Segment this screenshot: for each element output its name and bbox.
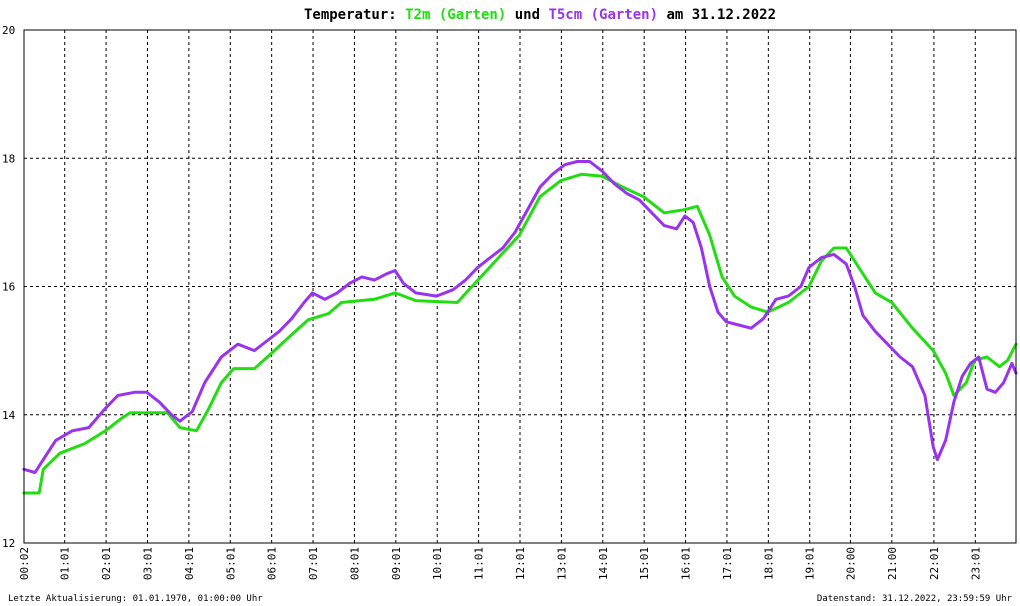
x-tick-label: 10:01 [431,547,444,580]
x-tick-label: 20:00 [844,547,857,580]
x-tick-label: 04:01 [183,547,196,580]
x-tick-label: 17:01 [721,547,734,580]
series-line-2 [22,160,1018,474]
x-tick-label: 07:01 [307,547,320,580]
x-tick-label: 16:01 [680,547,693,580]
footer-left: Letzte Aktualisierung: 01.01.1970, 01:00… [8,594,263,604]
x-tick-label: 21:00 [886,547,899,580]
x-tick-labels: 00:02 01:01 02:01 03:01 04:01 05:01 06:01 07:01… [18,547,982,580]
x-tick-label: 19:01 [804,547,817,580]
y-tick-label: 18 [2,152,15,165]
title-series2: T5cm (Garten) [548,7,658,23]
y-tick-labels: 12 14 16 18 20 [2,24,16,550]
x-tick-label: 01:01 [59,547,72,580]
x-tick-label: 08:01 [348,547,361,580]
y-tick-label: 16 [2,281,15,294]
x-tick-label: 18:01 [762,547,775,580]
x-tick-label: 05:01 [224,547,237,580]
x-tick-label: 09:01 [390,547,403,580]
x-tick-label: 03:01 [141,547,154,580]
title-series1: T2m (Garten) [405,7,506,23]
y-tick-label: 12 [2,537,15,550]
x-tick-label: 23:01 [969,547,982,580]
y-tick-label: 20 [2,24,15,37]
x-tick-label: 02:01 [100,547,113,580]
y-tick-label: 14 [2,409,16,422]
x-tick-label: 06:01 [266,547,279,580]
x-tick-label: 11:01 [473,547,486,580]
x-tick-label: 13:01 [555,547,568,580]
x-tick-label: 14:01 [597,547,610,580]
x-tick-label: 22:01 [928,547,941,580]
title-prefix: Temperatur: [304,7,405,23]
x-tick-label: 15:01 [638,547,651,580]
series-lines [22,160,1018,495]
title-suffix: am 31.12.2022 [658,7,776,23]
title-middle: und [506,7,548,23]
x-tick-label: 12:01 [514,547,527,580]
x-tick-label: 00:02 [18,547,31,580]
series-line-1 [22,172,1018,495]
plot-frame [23,29,1017,544]
grid-lines [24,29,1016,544]
chart-title: Temperatur: T2m (Garten) und T5cm (Garte… [304,7,776,23]
footer-right: Datenstand: 31.12.2022, 23:59:59 Uhr [817,594,1013,604]
